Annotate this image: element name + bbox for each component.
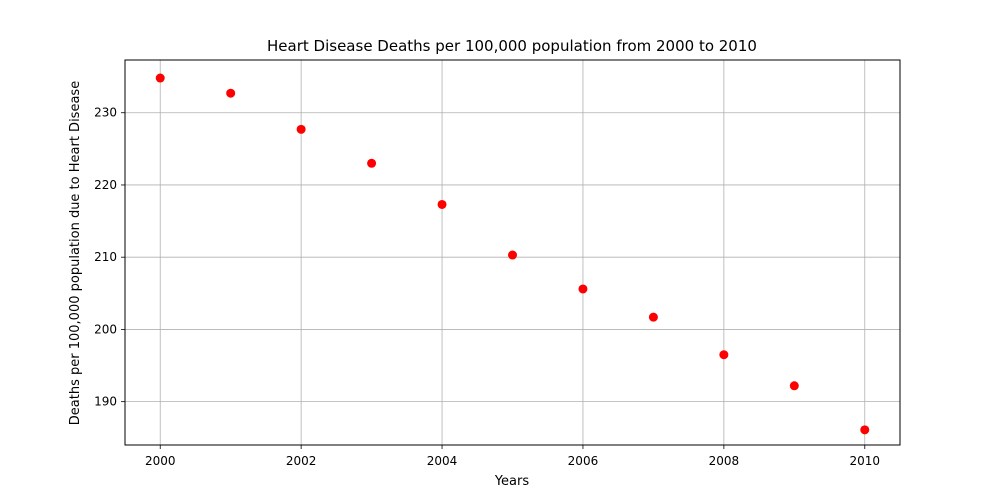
x-tick-label: 2002	[286, 454, 317, 468]
data-point	[648, 312, 658, 322]
data-point	[367, 158, 377, 168]
y-tick-label: 210	[94, 250, 117, 264]
y-axis-ticks: 190 200 210 220 230	[94, 106, 125, 409]
x-tick-label: 2008	[709, 454, 740, 468]
data-point	[719, 350, 729, 360]
data-point	[789, 381, 799, 391]
x-tick-label: 2000	[145, 454, 176, 468]
data-point	[860, 425, 870, 435]
x-tick-label: 2010	[849, 454, 880, 468]
chart-title: Heart Disease Deaths per 100,000 populat…	[267, 37, 757, 55]
data-point	[296, 124, 306, 134]
data-point	[155, 73, 165, 83]
x-tick-label: 2004	[427, 454, 458, 468]
data-point	[226, 88, 236, 98]
y-tick-label: 200	[94, 322, 117, 336]
data-points	[155, 73, 870, 435]
data-point	[437, 199, 447, 209]
data-point	[508, 250, 517, 260]
y-tick-label: 230	[94, 106, 117, 120]
data-point	[578, 284, 588, 294]
plot-frame	[124, 59, 901, 446]
y-axis-label: Deaths per 100,000 population due to Hea…	[68, 81, 83, 425]
y-tick-label: 220	[94, 178, 117, 192]
x-axis-ticks: 2000 2002 2004 2006 2008 2010	[145, 445, 880, 468]
y-tick-label: 190	[94, 395, 117, 409]
x-axis-label: Years	[494, 474, 530, 489]
x-tick-label: 2006	[568, 454, 599, 468]
